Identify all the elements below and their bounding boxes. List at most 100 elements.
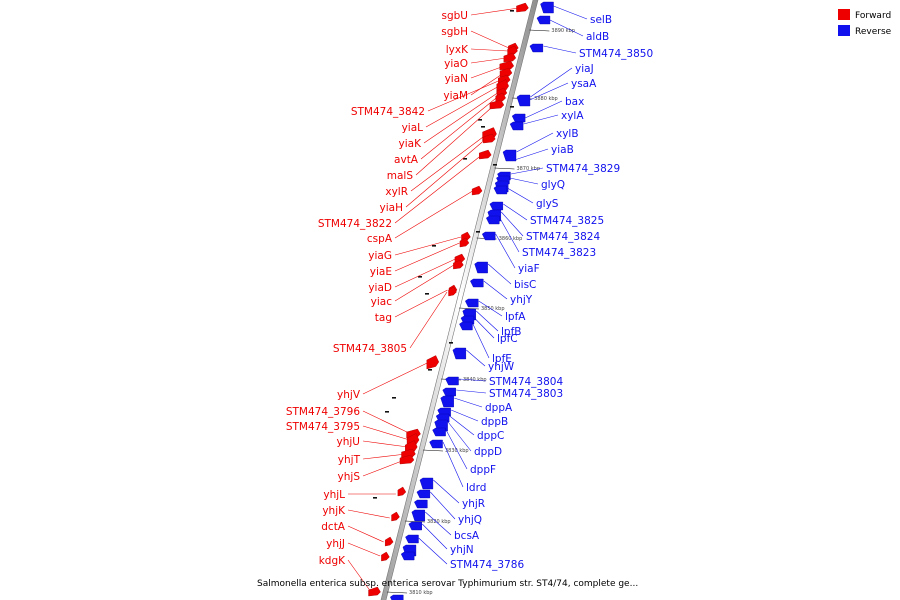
reverse-gene-arrow[interactable]	[411, 509, 425, 522]
reverse-gene-label[interactable]: dppF	[470, 464, 496, 476]
reverse-gene-label[interactable]: yhjN	[450, 544, 474, 556]
forward-gene-arrow[interactable]	[479, 149, 492, 160]
forward-gene-arrow[interactable]	[385, 536, 394, 547]
forward-gene-arrow[interactable]	[426, 355, 440, 370]
reverse-gene-label[interactable]: yhjR	[462, 498, 485, 510]
reverse-gene-arrow[interactable]	[509, 121, 524, 131]
forward-gene-label[interactable]: lyxK	[446, 44, 469, 56]
reverse-gene-label[interactable]: glyQ	[541, 179, 565, 191]
reverse-gene-arrow[interactable]	[502, 149, 517, 162]
reverse-gene-label[interactable]: STM474_3803	[489, 388, 563, 400]
forward-gene-arrow[interactable]	[448, 286, 457, 297]
reverse-gene-arrow[interactable]	[408, 521, 422, 531]
forward-gene-arrow[interactable]	[489, 99, 505, 110]
reverse-gene-label[interactable]: STM474_3829	[546, 163, 620, 175]
forward-gene-arrow[interactable]	[459, 237, 470, 248]
reverse-gene-label[interactable]: STM474_3824	[526, 231, 600, 243]
forward-gene-arrow[interactable]	[483, 133, 496, 144]
forward-gene-arrow[interactable]	[397, 486, 407, 497]
forward-gene-label[interactable]: cspA	[367, 233, 393, 245]
reverse-gene-arrow[interactable]	[529, 43, 544, 53]
forward-gene-label[interactable]: xylR	[385, 186, 408, 198]
forward-gene-label[interactable]: yhjS	[338, 471, 361, 483]
reverse-gene-arrow[interactable]	[464, 298, 479, 308]
reverse-gene-arrow[interactable]	[516, 94, 531, 107]
reverse-gene-arrow[interactable]	[419, 477, 434, 490]
reverse-gene-label[interactable]: yhjQ	[458, 514, 482, 526]
forward-gene-label[interactable]: yiaK	[399, 138, 423, 150]
forward-gene-label[interactable]: yiaN	[445, 73, 468, 85]
forward-gene-arrow[interactable]	[495, 92, 506, 103]
forward-gene-arrow[interactable]	[368, 586, 381, 597]
reverse-gene-label[interactable]: yhjY	[510, 294, 533, 306]
forward-gene-label[interactable]: malS	[387, 170, 414, 182]
reverse-gene-label[interactable]: yiaB	[551, 144, 574, 156]
forward-gene-label[interactable]: yhjL	[323, 489, 345, 501]
reverse-gene-arrow[interactable]	[511, 113, 526, 123]
forward-gene-label[interactable]: tag	[375, 312, 392, 324]
forward-gene-label[interactable]: dctA	[321, 521, 346, 533]
forward-gene-arrow[interactable]	[503, 52, 517, 63]
reverse-gene-label[interactable]: STM474_3850	[579, 48, 653, 60]
reverse-gene-arrow[interactable]	[540, 1, 554, 14]
reverse-gene-arrow[interactable]	[440, 395, 454, 408]
forward-gene-arrow[interactable]	[499, 67, 513, 78]
forward-gene-label[interactable]: yhjJ	[326, 538, 345, 550]
reverse-gene-label[interactable]: STM474_3786	[450, 559, 524, 571]
reverse-gene-label[interactable]: dppD	[474, 446, 502, 458]
forward-gene-label[interactable]: kdgK	[319, 555, 346, 567]
reverse-gene-label[interactable]: ysaA	[571, 78, 597, 90]
forward-gene-arrow[interactable]	[507, 45, 518, 56]
reverse-gene-label[interactable]: lpfE	[492, 353, 512, 365]
forward-gene-label[interactable]: yiaD	[368, 282, 392, 294]
forward-gene-arrow[interactable]	[516, 2, 529, 13]
forward-gene-label[interactable]: yiaM	[443, 90, 468, 102]
reverse-gene-label[interactable]: glyS	[536, 198, 559, 210]
reverse-gene-arrow[interactable]	[400, 551, 415, 561]
reverse-gene-label[interactable]: lpfA	[505, 311, 526, 323]
forward-gene-arrow[interactable]	[461, 231, 471, 242]
reverse-gene-arrow[interactable]	[390, 594, 404, 600]
forward-gene-arrow[interactable]	[471, 185, 483, 196]
forward-gene-label[interactable]: yhjV	[337, 389, 361, 401]
reverse-gene-label[interactable]: dppA	[485, 402, 513, 414]
reverse-gene-label[interactable]: xylB	[556, 128, 579, 140]
reverse-gene-label[interactable]: dppB	[481, 416, 508, 428]
forward-gene-label[interactable]: yiaH	[380, 202, 403, 214]
reverse-gene-arrow[interactable]	[486, 215, 500, 225]
forward-gene-label[interactable]: sgbU	[442, 10, 469, 22]
reverse-gene-arrow[interactable]	[445, 376, 459, 386]
reverse-gene-label[interactable]: selB	[590, 14, 612, 26]
reverse-gene-arrow[interactable]	[414, 499, 428, 509]
reverse-gene-arrow[interactable]	[474, 261, 488, 274]
reverse-gene-arrow[interactable]	[429, 439, 443, 449]
reverse-gene-label[interactable]: aldB	[586, 31, 609, 43]
forward-gene-label[interactable]: yiaL	[402, 122, 424, 134]
reverse-gene-label[interactable]: yhjW	[488, 361, 515, 373]
forward-gene-label[interactable]: STM474_3842	[351, 106, 425, 118]
forward-gene-arrow[interactable]	[453, 259, 464, 270]
reverse-gene-arrow[interactable]	[481, 231, 496, 241]
reverse-gene-label[interactable]: STM474_3804	[489, 376, 563, 388]
reverse-gene-arrow[interactable]	[405, 534, 419, 544]
reverse-gene-label[interactable]: lpfB	[501, 326, 521, 338]
reverse-gene-arrow[interactable]	[416, 489, 431, 499]
forward-gene-arrow[interactable]	[381, 551, 390, 562]
reverse-gene-label[interactable]: yiaF	[518, 263, 540, 275]
reverse-gene-label[interactable]: lpfC	[497, 333, 518, 345]
reverse-gene-label[interactable]: bax	[565, 96, 584, 108]
forward-gene-label[interactable]: yhjT	[338, 454, 361, 466]
forward-gene-label[interactable]: STM474_3805	[333, 343, 407, 355]
forward-gene-label[interactable]: STM474_3795	[286, 421, 360, 433]
reverse-gene-arrow[interactable]	[452, 347, 467, 360]
forward-gene-arrow[interactable]	[391, 511, 400, 522]
reverse-gene-label[interactable]: STM474_3825	[530, 215, 604, 227]
reverse-gene-label[interactable]: STM474_3823	[522, 247, 596, 259]
forward-gene-label[interactable]: yiac	[371, 296, 393, 308]
reverse-gene-arrow[interactable]	[442, 387, 456, 397]
reverse-gene-label[interactable]: bcsA	[454, 530, 480, 542]
reverse-gene-arrow[interactable]	[459, 321, 473, 331]
forward-gene-arrow[interactable]	[499, 60, 515, 71]
forward-gene-label[interactable]: yhjK	[322, 505, 346, 517]
forward-gene-label[interactable]: avtA	[394, 154, 419, 166]
